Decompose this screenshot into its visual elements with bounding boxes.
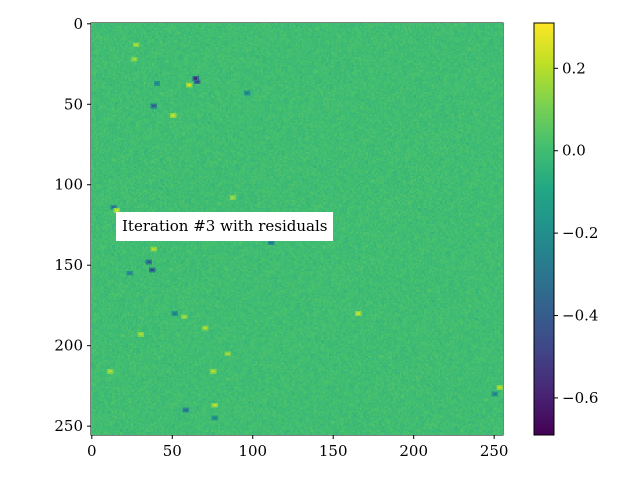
colorbar-tick-label: −0.4: [562, 307, 598, 325]
y-tick-label: 0: [73, 15, 83, 33]
x-axis: 0 50 100 150 200 250: [87, 435, 508, 460]
colorbar-tick-label: −0.6: [562, 389, 598, 407]
x-tick-label: 250: [480, 442, 509, 460]
colorbar-tick-label: 0.0: [562, 142, 586, 160]
colorbar: [533, 22, 555, 436]
x-tick-label: 50: [163, 442, 182, 460]
colorbar-tick-label: 0.2: [562, 59, 586, 77]
y-tick-label: 250: [54, 417, 83, 435]
y-tick-label: 50: [64, 95, 83, 113]
y-axis: 0 50 100 150 200 250: [54, 15, 91, 435]
annotation-label: Iteration #3 with residuals: [116, 212, 334, 241]
colorbar-axis: 0.2 0.0 −0.2 −0.4 −0.6: [554, 59, 598, 407]
x-tick-label: 150: [319, 442, 348, 460]
x-tick-label: 200: [399, 442, 428, 460]
y-tick-label: 150: [54, 256, 83, 274]
y-tick-label: 200: [54, 337, 83, 355]
y-tick-label: 100: [54, 176, 83, 194]
x-tick-label: 100: [238, 442, 267, 460]
x-tick-label: 0: [87, 442, 97, 460]
colorbar-tick-label: −0.2: [562, 224, 598, 242]
